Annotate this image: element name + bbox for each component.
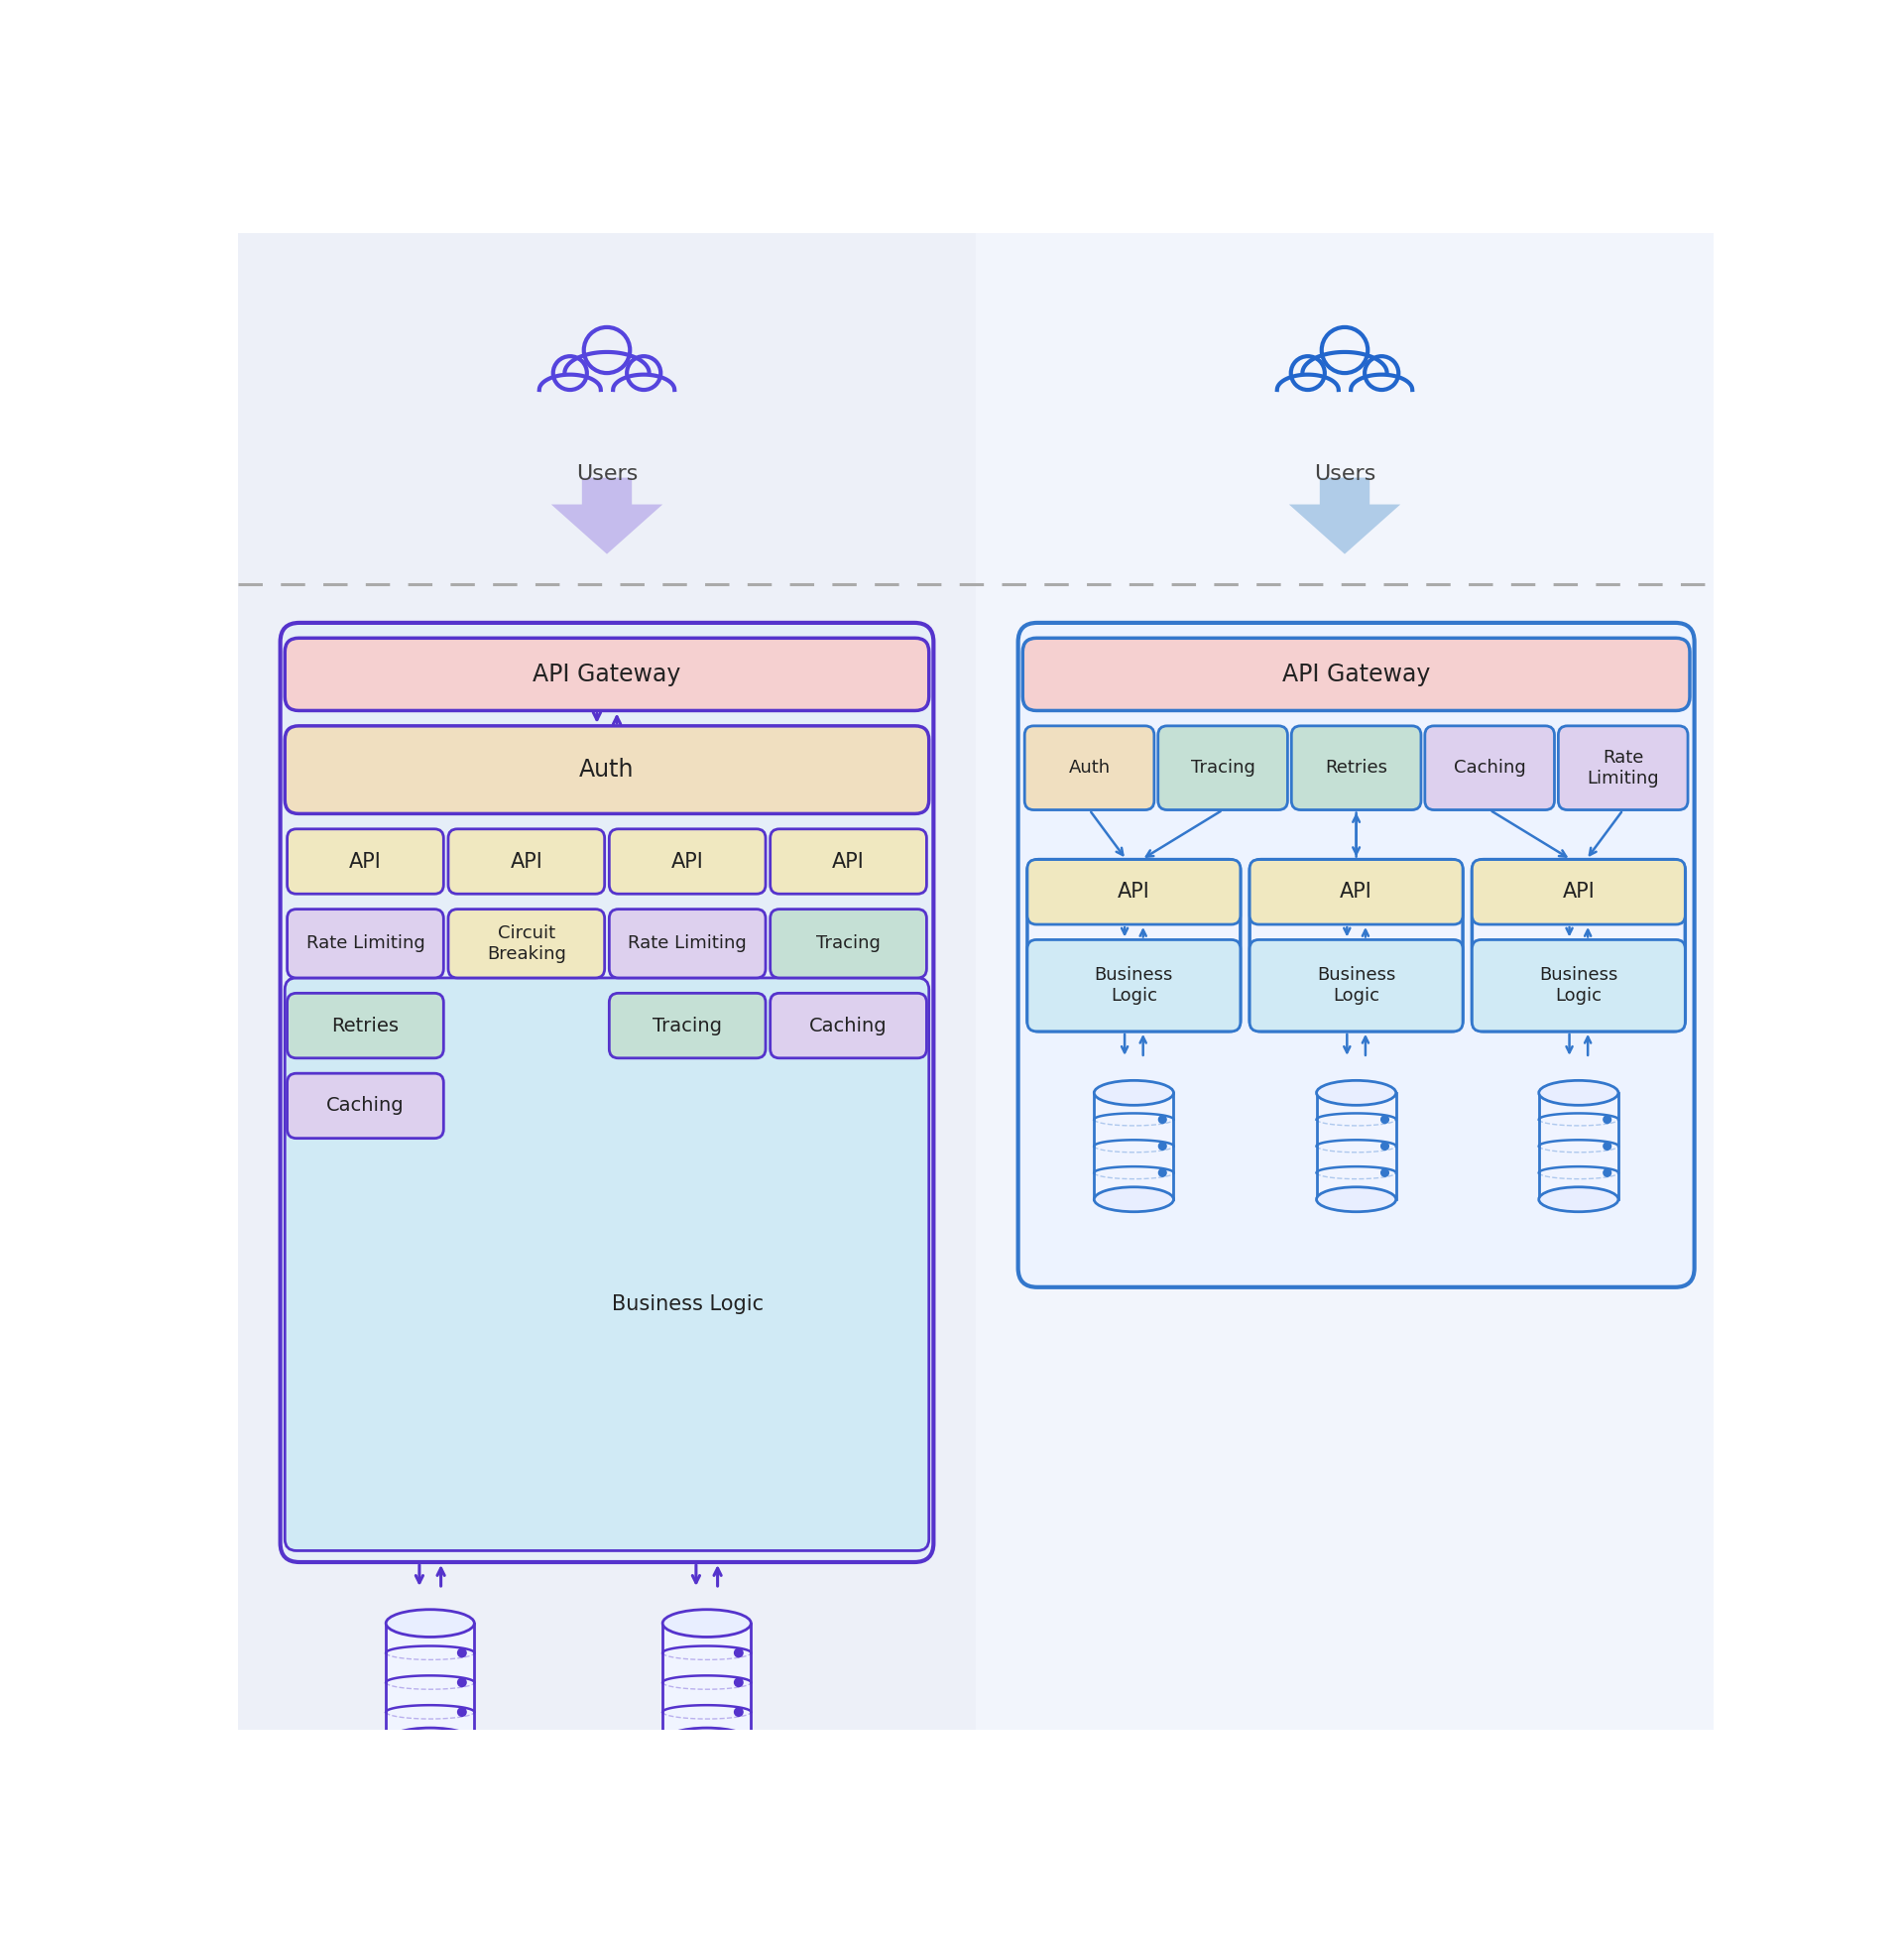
Text: API: API [1563,883,1596,902]
FancyBboxPatch shape [1472,859,1685,925]
Text: Rate
Limiting: Rate Limiting [1588,748,1658,787]
Ellipse shape [1316,1081,1396,1106]
Ellipse shape [663,1728,750,1755]
Text: Auth: Auth [579,758,634,781]
Bar [1095,1093,1173,1199]
FancyBboxPatch shape [447,910,605,978]
Text: Tracing: Tracing [1190,758,1255,778]
Text: Auth: Auth [1068,758,1110,778]
FancyBboxPatch shape [1472,859,1685,1032]
Ellipse shape [1095,1188,1173,1211]
FancyBboxPatch shape [771,828,927,894]
Bar [1538,1093,1618,1199]
Text: API: API [832,851,864,871]
Ellipse shape [1095,1081,1173,1106]
Text: Users: Users [1314,465,1375,484]
FancyBboxPatch shape [609,993,765,1058]
Text: Tracing: Tracing [653,1017,722,1034]
FancyBboxPatch shape [1424,725,1554,811]
FancyBboxPatch shape [771,993,927,1058]
Circle shape [735,1649,743,1656]
Ellipse shape [387,1728,474,1755]
Circle shape [1160,1116,1167,1124]
Text: Rate Limiting: Rate Limiting [628,935,746,953]
FancyBboxPatch shape [1028,939,1240,1032]
FancyBboxPatch shape [1024,725,1154,811]
Bar [238,233,975,1730]
FancyBboxPatch shape [771,910,927,978]
Bar [975,233,1714,1730]
FancyBboxPatch shape [288,993,444,1058]
Text: Business
Logic: Business Logic [1095,966,1173,1005]
FancyBboxPatch shape [609,910,765,978]
Circle shape [1160,1143,1167,1151]
Text: API: API [510,851,543,871]
Text: Business Logic: Business Logic [611,1295,764,1314]
Circle shape [1380,1143,1388,1151]
FancyBboxPatch shape [1019,622,1695,1287]
Text: API: API [1340,883,1373,902]
Circle shape [457,1678,466,1687]
Ellipse shape [1538,1081,1618,1106]
Text: Caching: Caching [1453,758,1525,778]
Circle shape [1380,1168,1388,1176]
Text: API: API [348,851,381,871]
FancyBboxPatch shape [1249,859,1462,1032]
Bar [387,1623,474,1742]
Ellipse shape [663,1610,750,1637]
Circle shape [1603,1143,1611,1151]
FancyBboxPatch shape [609,828,765,894]
FancyBboxPatch shape [288,1073,444,1139]
Text: Retries: Retries [1325,758,1388,778]
FancyBboxPatch shape [286,638,929,712]
FancyBboxPatch shape [1028,859,1240,1032]
FancyBboxPatch shape [1022,638,1689,712]
Text: API Gateway: API Gateway [533,663,682,686]
FancyBboxPatch shape [286,978,929,1551]
Ellipse shape [387,1610,474,1637]
Circle shape [735,1709,743,1717]
Circle shape [1603,1116,1611,1124]
Polygon shape [1289,478,1401,554]
FancyBboxPatch shape [288,910,444,978]
Circle shape [735,1678,743,1687]
FancyBboxPatch shape [447,828,605,894]
Text: Business
Logic: Business Logic [1538,966,1618,1005]
Text: API: API [672,851,704,871]
Ellipse shape [1316,1188,1396,1211]
FancyBboxPatch shape [1249,939,1462,1032]
Text: Retries: Retries [331,1017,400,1034]
FancyBboxPatch shape [286,725,929,815]
Polygon shape [550,478,663,554]
Circle shape [1160,1168,1167,1176]
FancyBboxPatch shape [1557,725,1687,811]
Circle shape [457,1709,466,1717]
FancyBboxPatch shape [1472,939,1685,1032]
FancyBboxPatch shape [280,622,933,1563]
FancyBboxPatch shape [1249,859,1462,925]
FancyBboxPatch shape [1028,859,1240,925]
Text: Caching: Caching [326,1096,404,1116]
FancyBboxPatch shape [1291,725,1420,811]
Text: API: API [1118,883,1150,902]
Text: Rate Limiting: Rate Limiting [307,935,425,953]
Circle shape [1380,1116,1388,1124]
Text: Caching: Caching [809,1017,887,1034]
Text: Business
Logic: Business Logic [1318,966,1396,1005]
Circle shape [1603,1168,1611,1176]
Bar [1316,1093,1396,1199]
Text: Tracing: Tracing [817,935,880,953]
FancyBboxPatch shape [1158,725,1287,811]
Text: API Gateway: API Gateway [1281,663,1430,686]
Circle shape [457,1649,466,1656]
Bar [663,1623,750,1742]
Text: Circuit
Breaking: Circuit Breaking [487,923,565,962]
Text: Users: Users [577,465,638,484]
FancyBboxPatch shape [288,828,444,894]
Ellipse shape [1538,1188,1618,1211]
